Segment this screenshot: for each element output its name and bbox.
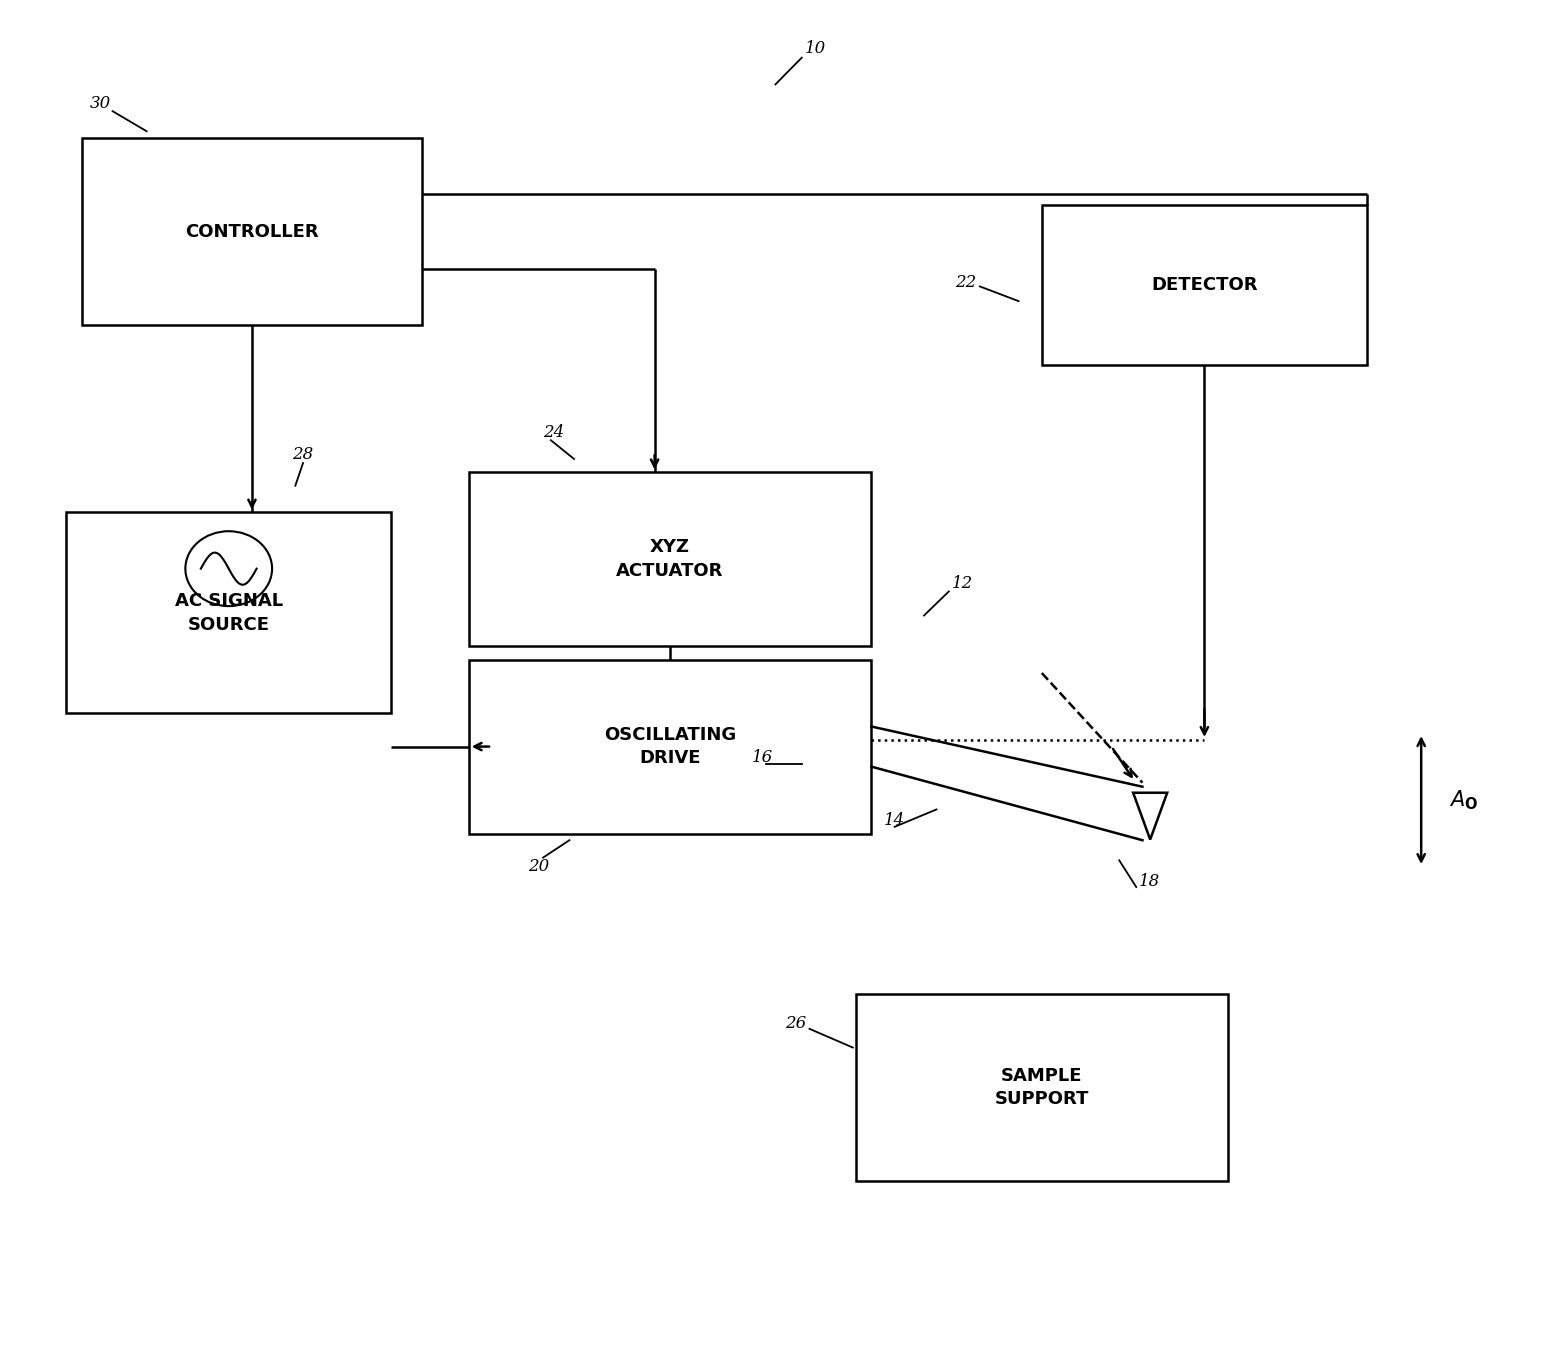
- Text: 10: 10: [805, 40, 827, 57]
- Text: 24: 24: [543, 424, 564, 440]
- Text: OSCILLATING
DRIVE: OSCILLATING DRIVE: [604, 725, 736, 767]
- Text: 28: 28: [293, 447, 313, 463]
- Bar: [856, 995, 1227, 1182]
- Text: CONTROLLER: CONTROLLER: [185, 222, 319, 241]
- Text: 30: 30: [89, 94, 111, 112]
- Text: DETECTOR: DETECTOR: [1151, 276, 1258, 293]
- Text: XYZ
ACTUATOR: XYZ ACTUATOR: [617, 538, 724, 580]
- Bar: [469, 472, 872, 646]
- Bar: [81, 137, 422, 326]
- Bar: [65, 513, 391, 713]
- Text: SAMPLE
SUPPORT: SAMPLE SUPPORT: [995, 1067, 1088, 1109]
- Text: $A_{\mathregular{O}}$: $A_{\mathregular{O}}$: [1450, 789, 1478, 812]
- Text: 22: 22: [956, 273, 976, 291]
- Text: 18: 18: [1140, 874, 1160, 890]
- Text: 20: 20: [528, 859, 550, 875]
- Text: 12: 12: [951, 575, 973, 592]
- Bar: [1042, 205, 1367, 365]
- Bar: [469, 660, 872, 833]
- Text: 14: 14: [884, 812, 905, 829]
- Text: 16: 16: [752, 748, 774, 766]
- Text: AC SIGNAL
SOURCE: AC SIGNAL SOURCE: [174, 592, 283, 634]
- Text: 26: 26: [785, 1015, 807, 1032]
